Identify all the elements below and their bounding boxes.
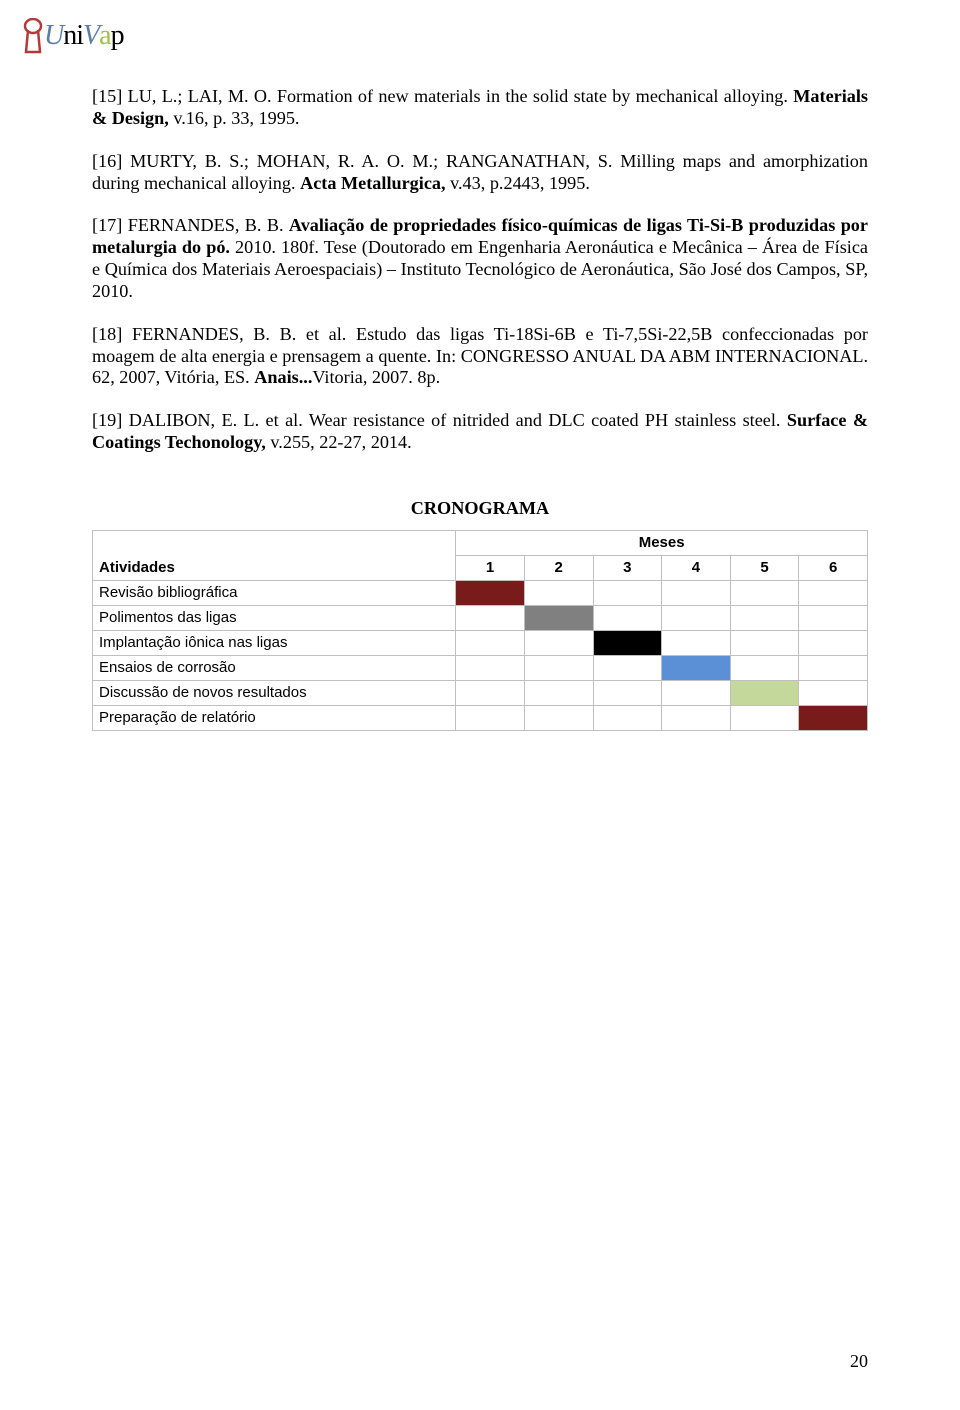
gantt-cell <box>524 580 593 605</box>
reference-text: v.255, 22-27, 2014. <box>270 432 411 452</box>
gantt-cell <box>593 680 662 705</box>
table-row: Implantação iônica nas ligas <box>93 630 868 655</box>
empty-cell <box>93 530 456 555</box>
month-header: 4 <box>662 555 731 580</box>
gantt-cell <box>662 605 731 630</box>
gantt-cell <box>730 705 799 730</box>
gantt-cell <box>662 580 731 605</box>
reference-number: [16] <box>92 151 122 171</box>
gantt-cell <box>799 580 868 605</box>
page-content: [15] LU, L.; LAI, M. O. Formation of new… <box>92 86 868 731</box>
gantt-cell <box>662 630 731 655</box>
reference-number: [18] <box>92 324 122 344</box>
reference-bold-text: Acta Metallurgica, <box>300 173 450 193</box>
gantt-cell <box>730 580 799 605</box>
reference-item: [18] FERNANDES, B. B. et al. Estudo das … <box>92 324 868 390</box>
reference-text: FERNANDES, B. B. et al. Estudo das ligas… <box>92 324 868 388</box>
reference-text: DALIBON, E. L. et al. Wear resistance of… <box>122 410 787 430</box>
gantt-cell <box>799 655 868 680</box>
gantt-cell <box>524 705 593 730</box>
activity-label: Discussão de novos resultados <box>93 680 456 705</box>
reference-text: FERNANDES, B. B. <box>122 215 289 235</box>
reference-text: v.16, p. 33, 1995. <box>173 108 299 128</box>
gantt-cell <box>593 630 662 655</box>
cronograma-table: Meses Atividades 1 2 3 4 5 6 Revisão bib… <box>92 530 868 731</box>
logo: UniVap <box>22 18 124 54</box>
atividades-header: Atividades <box>93 555 456 580</box>
reference-text: v.43, p.2443, 1995. <box>450 173 590 193</box>
page-number: 20 <box>850 1351 868 1372</box>
gantt-cell <box>730 630 799 655</box>
table-row: Revisão bibliográfica <box>93 580 868 605</box>
gantt-cell <box>524 630 593 655</box>
gantt-cell <box>730 655 799 680</box>
gantt-cell <box>730 605 799 630</box>
activity-label: Ensaios de corrosão <box>93 655 456 680</box>
gantt-cell <box>524 655 593 680</box>
gantt-cell <box>524 605 593 630</box>
month-header: 2 <box>524 555 593 580</box>
gantt-cell <box>662 680 731 705</box>
reference-number: [15] <box>92 86 122 106</box>
activity-label: Polimentos das ligas <box>93 605 456 630</box>
gantt-cell <box>456 705 525 730</box>
gantt-cell <box>730 680 799 705</box>
table-header-row: Meses <box>93 530 868 555</box>
reference-item: [15] LU, L.; LAI, M. O. Formation of new… <box>92 86 868 130</box>
reference-item: [19] DALIBON, E. L. et al. Wear resistan… <box>92 410 868 454</box>
table-row: Ensaios de corrosão <box>93 655 868 680</box>
gantt-cell <box>799 630 868 655</box>
reference-number: [17] <box>92 215 122 235</box>
month-header: 5 <box>730 555 799 580</box>
gantt-cell <box>456 605 525 630</box>
gantt-cell <box>593 655 662 680</box>
meses-header: Meses <box>456 530 868 555</box>
table-header-row: Atividades 1 2 3 4 5 6 <box>93 555 868 580</box>
table-row: Discussão de novos resultados <box>93 680 868 705</box>
gantt-cell <box>456 655 525 680</box>
table-row: Polimentos das ligas <box>93 605 868 630</box>
gantt-cell <box>456 680 525 705</box>
gantt-cell <box>799 705 868 730</box>
gantt-cell <box>593 605 662 630</box>
reference-bold-text: Anais... <box>254 367 312 387</box>
gantt-cell <box>593 580 662 605</box>
logo-icon <box>22 18 42 54</box>
reference-text: Vitoria, 2007. 8p. <box>312 367 440 387</box>
gantt-cell <box>593 705 662 730</box>
reference-number: [19] <box>92 410 122 430</box>
gantt-cell <box>662 705 731 730</box>
gantt-cell <box>662 655 731 680</box>
logo-text: UniVap <box>44 20 124 52</box>
gantt-cell <box>799 605 868 630</box>
reference-item: [17] FERNANDES, B. B. Avaliação de propr… <box>92 215 868 302</box>
gantt-cell <box>456 580 525 605</box>
table-row: Preparação de relatório <box>93 705 868 730</box>
gantt-cell <box>456 630 525 655</box>
month-header: 6 <box>799 555 868 580</box>
activity-label: Implantação iônica nas ligas <box>93 630 456 655</box>
month-header: 1 <box>456 555 525 580</box>
activity-label: Preparação de relatório <box>93 705 456 730</box>
gantt-cell <box>799 680 868 705</box>
reference-item: [16] MURTY, B. S.; MOHAN, R. A. O. M.; R… <box>92 151 868 195</box>
cronograma-heading: CRONOGRAMA <box>92 498 868 520</box>
month-header: 3 <box>593 555 662 580</box>
activity-label: Revisão bibliográfica <box>93 580 456 605</box>
reference-text: LU, L.; LAI, M. O. Formation of new mate… <box>122 86 793 106</box>
gantt-cell <box>524 680 593 705</box>
